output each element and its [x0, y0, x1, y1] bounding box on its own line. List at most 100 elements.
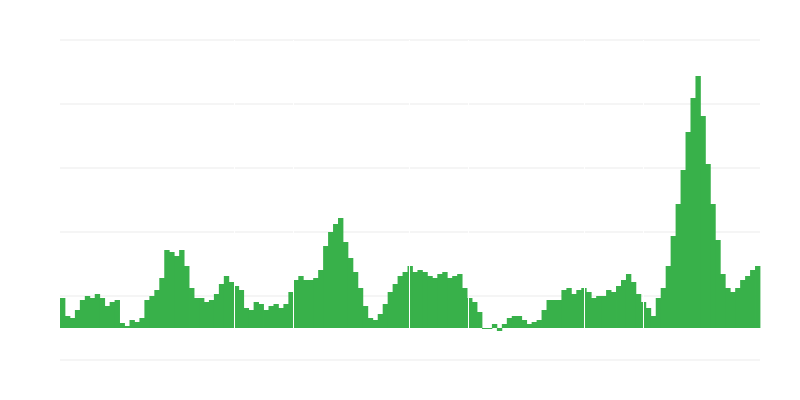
bar [412, 272, 418, 328]
bar [194, 298, 200, 328]
bar [243, 308, 250, 328]
bar [223, 276, 230, 328]
bar [506, 318, 513, 328]
bar [387, 292, 394, 328]
bar [511, 316, 518, 328]
bar [342, 242, 349, 328]
bar [457, 274, 463, 328]
bar [680, 170, 686, 328]
bar [109, 302, 116, 328]
bar [159, 278, 165, 328]
bar [333, 224, 339, 328]
bar [169, 252, 175, 328]
bar [472, 302, 478, 328]
bar [233, 286, 240, 328]
bar [462, 288, 468, 328]
bar [392, 284, 398, 328]
bar [422, 272, 428, 328]
bar [347, 258, 354, 328]
bar [84, 296, 91, 328]
bar [99, 298, 106, 328]
bar [64, 316, 71, 328]
bar [208, 300, 215, 328]
bar [114, 300, 120, 328]
bar [253, 302, 259, 328]
bar [382, 304, 389, 328]
bar [372, 320, 379, 328]
bar [60, 298, 66, 328]
bar [447, 278, 453, 328]
bar [189, 288, 195, 328]
bar [516, 316, 523, 328]
bar [536, 320, 542, 328]
bar [645, 308, 652, 328]
bar [685, 132, 691, 328]
bar [571, 294, 577, 328]
bar [705, 164, 711, 328]
bar [228, 282, 235, 328]
bar [218, 284, 225, 328]
bar [323, 246, 329, 328]
bar [690, 98, 696, 328]
bar [630, 282, 637, 328]
bar [293, 280, 299, 328]
bar [199, 298, 205, 328]
bar [556, 300, 562, 328]
bar [591, 298, 597, 328]
bar [481, 328, 488, 329]
separator-line [584, 40, 585, 328]
bar [238, 290, 245, 328]
separator-line [234, 40, 235, 328]
bar [134, 322, 140, 328]
bar [442, 272, 448, 328]
bar [531, 322, 537, 328]
bar [129, 320, 135, 328]
bar [670, 236, 677, 328]
bar [328, 232, 334, 328]
bar [104, 306, 111, 328]
bar [467, 298, 473, 328]
bar [149, 296, 155, 328]
bar [318, 270, 324, 328]
bar [248, 310, 255, 328]
bar [154, 290, 160, 328]
bar [303, 280, 309, 328]
bar [362, 306, 369, 328]
bar [417, 270, 423, 328]
bar [561, 290, 567, 328]
bar [496, 328, 503, 331]
bar [164, 250, 170, 328]
bar [745, 276, 751, 328]
bar [124, 326, 130, 328]
bar [397, 276, 403, 328]
bar [586, 292, 592, 328]
bar [367, 318, 374, 328]
bar [596, 296, 602, 328]
bar [263, 310, 269, 328]
bar [715, 240, 721, 328]
bar [521, 320, 528, 328]
bar [755, 266, 761, 328]
bar [338, 218, 344, 328]
bar [184, 266, 190, 328]
bar [119, 323, 125, 328]
bar [650, 316, 657, 328]
bar [437, 274, 443, 328]
bar [288, 292, 294, 328]
bar [625, 274, 632, 328]
bar [730, 292, 736, 328]
bar [606, 290, 612, 328]
bar [69, 318, 76, 328]
bar [546, 300, 552, 328]
bar [179, 250, 185, 328]
bar [526, 324, 533, 328]
bar [740, 280, 746, 328]
bar [268, 306, 274, 328]
bar [611, 292, 617, 328]
bar [675, 204, 681, 328]
bars [60, 76, 761, 331]
bar [352, 272, 359, 328]
bar [616, 286, 622, 328]
bar [203, 302, 210, 328]
bar [144, 300, 150, 328]
